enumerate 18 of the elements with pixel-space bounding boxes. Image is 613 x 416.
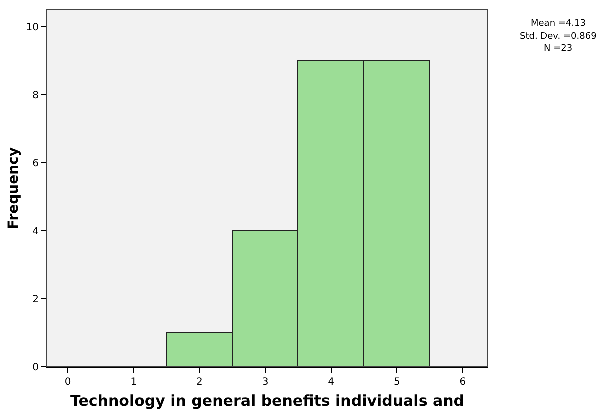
y-axis-title: Frequency [6, 148, 22, 230]
y-tick-label: 8 [32, 90, 39, 102]
x-tick-label: 0 [64, 377, 72, 388]
x-tick-label: 2 [196, 377, 203, 388]
text: Mean =4.13 [531, 19, 586, 29]
x-tick-label: 3 [262, 377, 269, 388]
x-tick-label: 1 [130, 377, 138, 388]
y-tick-label: 2 [32, 294, 39, 306]
y-tick-label: 4 [32, 226, 39, 238]
y-tick-label: 10 [26, 22, 39, 34]
x-tick-label: 4 [328, 377, 335, 388]
x-tick-label: 5 [394, 377, 400, 388]
y-tick-label: 6 [32, 158, 39, 170]
x-tick-label: 6 [460, 377, 466, 388]
text: N =23 [544, 44, 573, 54]
x-axis-title: Technology in general benefits individuals and [70, 392, 465, 410]
y-tick-label: 0 [32, 362, 39, 374]
text: Std. Dev. =0.869 [520, 32, 598, 42]
